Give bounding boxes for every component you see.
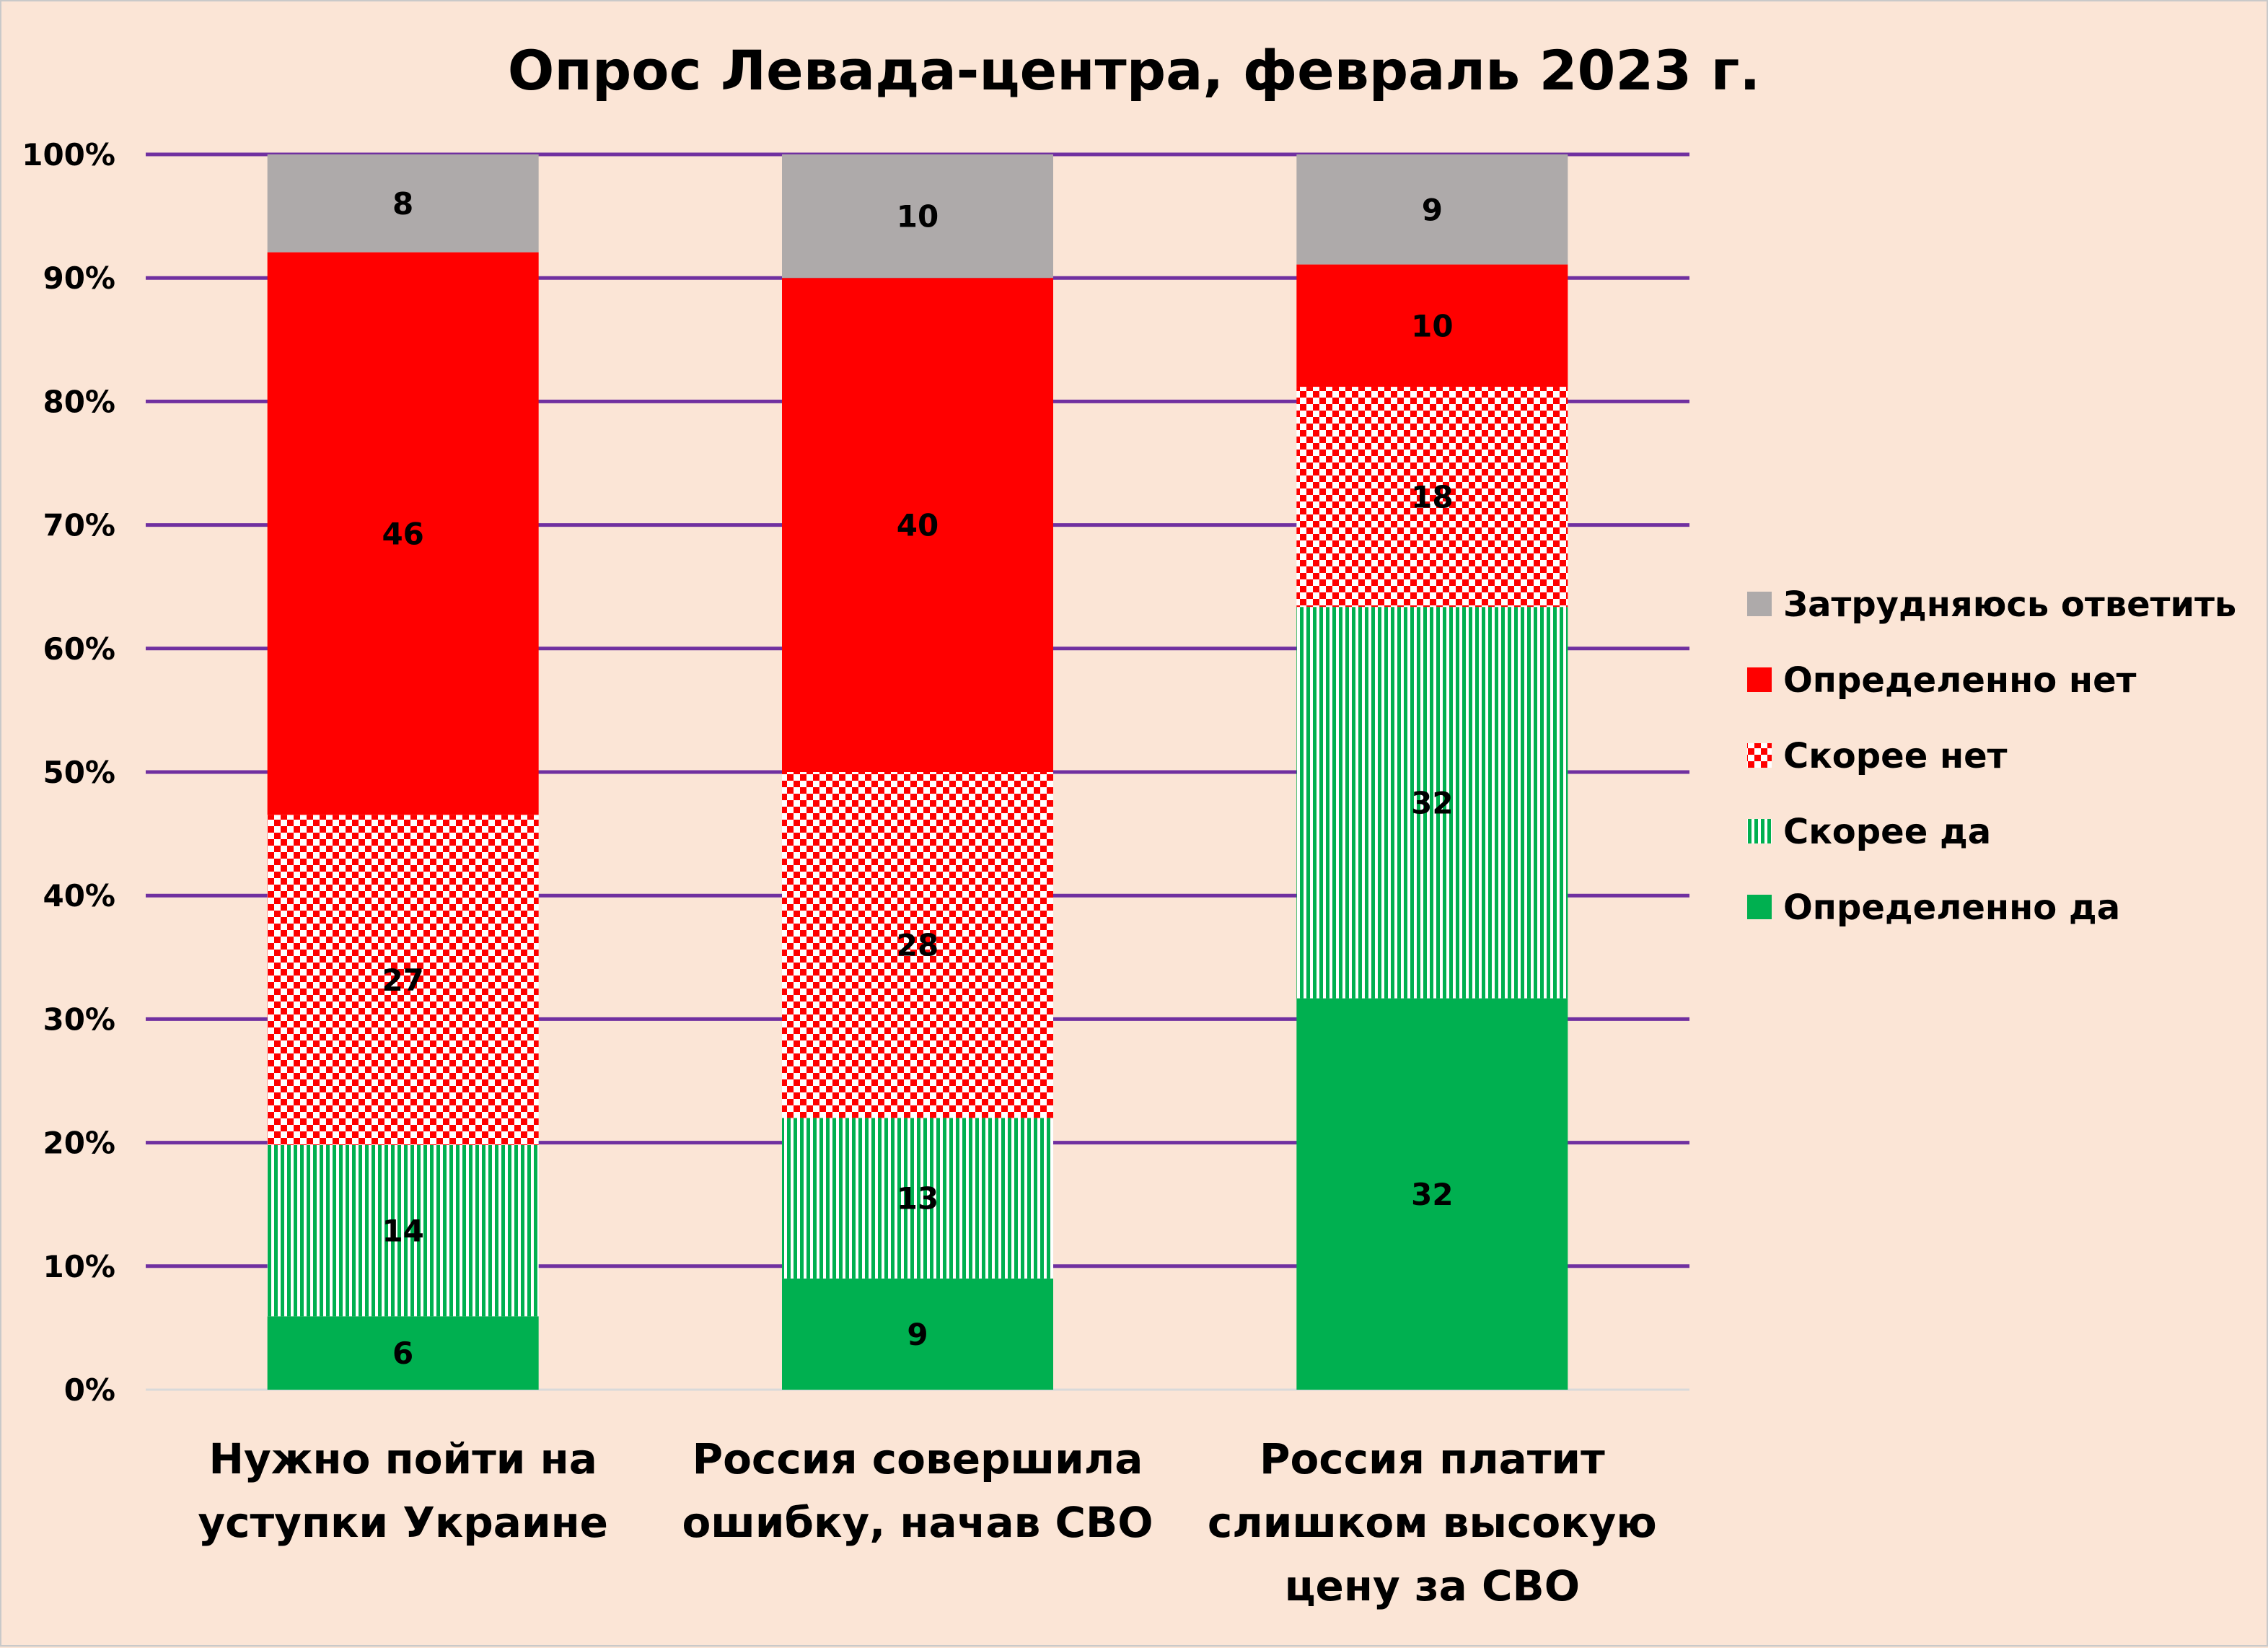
data-label: 10 xyxy=(1411,308,1453,343)
data-label: 14 xyxy=(382,1214,423,1249)
x-tick-label: слишком высокую xyxy=(1208,1498,1657,1547)
bar-stack: 32 32 18 10 9 xyxy=(1296,154,1568,1390)
y-tick-label: 40% xyxy=(43,878,115,913)
x-tick-label: Россия совершила xyxy=(693,1434,1143,1483)
legend-swatch xyxy=(1747,819,1772,843)
data-label: 9 xyxy=(907,1317,928,1352)
bar-stack: 6 14 27 46 8 xyxy=(267,154,539,1390)
legend-swatch xyxy=(1747,592,1772,616)
x-tick-label: уступки Украине xyxy=(198,1498,608,1547)
data-label: 28 xyxy=(897,928,939,963)
bar-segment xyxy=(1296,264,1568,387)
data-label: 46 xyxy=(382,516,423,551)
bar-segment xyxy=(782,1118,1053,1279)
legend-item: Скорее нет xyxy=(1747,736,2008,776)
bar-segment xyxy=(1296,154,1568,265)
y-tick-label: 90% xyxy=(43,260,115,296)
bar-segment xyxy=(1296,998,1568,1390)
y-tick-label: 50% xyxy=(43,755,115,790)
bar-segment xyxy=(267,252,539,815)
data-label: 6 xyxy=(392,1336,413,1371)
y-tick-label: 10% xyxy=(43,1249,115,1284)
y-tick-label: 80% xyxy=(43,384,115,419)
bar-segment xyxy=(782,1278,1053,1390)
legend-label: Затрудняюсь ответить xyxy=(1783,584,2236,625)
y-tick-label: 30% xyxy=(43,1001,115,1037)
x-tick-label: Россия платит xyxy=(1260,1434,1605,1483)
data-label: 18 xyxy=(1411,480,1453,515)
data-label: 27 xyxy=(382,963,423,998)
bar-segment xyxy=(267,1316,539,1390)
legend-swatch xyxy=(1747,667,1772,692)
bar-segment xyxy=(782,278,1053,772)
x-tick-label: цену за СВО xyxy=(1285,1561,1581,1610)
legend-item: Затрудняюсь ответить xyxy=(1747,584,2236,625)
legend: Затрудняюсь ответить Определенно нет Скор… xyxy=(1747,584,2236,928)
bar-segment xyxy=(782,772,1053,1118)
y-tick-label: 60% xyxy=(43,631,115,667)
bar-segment xyxy=(267,815,539,1145)
legend-label: Скорее да xyxy=(1783,812,1991,852)
y-tick-label: 20% xyxy=(43,1126,115,1161)
bars: 6 14 27 46 8 9 13 28 40 10 32 32 18 10 9 xyxy=(267,154,1568,1390)
data-label: 32 xyxy=(1411,1177,1453,1212)
data-label: 8 xyxy=(392,186,413,222)
x-tick-label: ошибку, начав СВО xyxy=(682,1498,1153,1547)
legend-label: Определенно нет xyxy=(1783,660,2137,701)
bar-segment xyxy=(267,154,539,253)
legend-label: Скорее нет xyxy=(1783,736,2008,776)
data-label: 10 xyxy=(897,199,939,235)
legend-item: Определенно нет xyxy=(1747,660,2137,701)
legend-label: Определенно да xyxy=(1783,887,2120,928)
chart-title: Опрос Левада-центра, февраль 2023 г. xyxy=(508,38,1760,102)
x-axis-labels: Нужно пойти на уступки Украине Россия сове… xyxy=(198,1434,1656,1610)
y-tick-label: 70% xyxy=(43,508,115,543)
data-label: 9 xyxy=(1422,192,1443,227)
x-tick-label: Нужно пойти на xyxy=(208,1434,597,1483)
y-tick-label: 100% xyxy=(22,137,115,172)
legend-item: Скорее да xyxy=(1747,812,1991,852)
bar-stack: 9 13 28 40 10 xyxy=(782,154,1053,1390)
bar-segment xyxy=(1296,607,1568,999)
bar-segment xyxy=(1296,387,1568,608)
data-label: 40 xyxy=(897,508,939,543)
legend-swatch xyxy=(1747,743,1772,768)
bar-segment xyxy=(267,1144,539,1317)
y-tick-label: 0% xyxy=(64,1372,115,1408)
data-label: 32 xyxy=(1411,785,1453,820)
y-axis-ticks: 0% 10% 20% 30% 40% 50% 60% 70% 80% 90% 100% xyxy=(22,137,115,1408)
data-label: 13 xyxy=(897,1181,939,1217)
legend-item: Определенно да xyxy=(1747,887,2120,928)
legend-swatch xyxy=(1747,895,1772,919)
bar-segment xyxy=(782,154,1053,279)
